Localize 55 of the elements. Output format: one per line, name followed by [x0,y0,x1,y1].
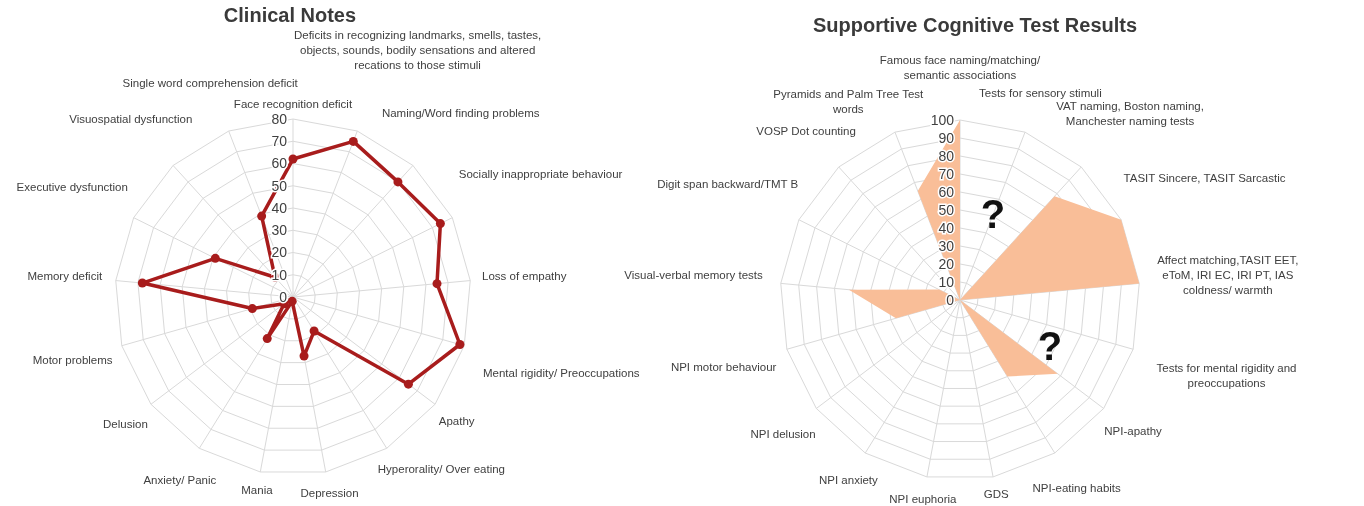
spoke-label: Depression [300,486,359,499]
spoke-label: GDS [983,487,1009,500]
spoke-label: Mania [241,483,274,496]
y-tick-label: 60 [938,183,955,200]
spoke-label: NPI anxiety [818,474,879,487]
text: ? [1037,324,1063,368]
spoke-label: Digit span backward/TMT B [657,178,799,191]
text: ? [980,192,1006,236]
y-tick-label: 90 [938,129,955,146]
spoke-label: TASIT Sincere, TASIT Sarcastic [1123,172,1286,185]
spoke-label: NPI-apathy [1104,424,1163,437]
y-tick-label: 40 [938,219,955,236]
spoke-label: Famous face naming/matching/ semantic associations [879,53,1042,81]
y-tick-label: 20 [271,244,288,261]
y-tick-label: 60 [271,155,288,172]
spoke-label: NPI-eating habits [1032,482,1122,495]
spoke-label: Mental rigidity/ Preoccupations [482,367,640,380]
y-tick-label: 30 [271,222,288,239]
spoke-label: Executive dysfunction [16,181,128,194]
spoke-label: Socially inappropriate behaviour [458,167,623,180]
spoke-label: Tests for sensory stimuli [979,86,1102,99]
y-tick-label: 40 [271,199,288,216]
y-tick-label: 70 [271,133,288,150]
chart-title: Supportive Cognitive Test Results [812,14,1138,36]
y-tick-label: 100 [930,111,955,128]
spoke-label: Memory deficit [27,269,103,282]
y-tick-label: 0 [946,291,955,308]
spoke-label: Visual-verbal memory tests [624,269,764,282]
spoke-label: Delusion [103,417,148,430]
spoke-label: NPI delusion [750,427,816,440]
spoke-label: NPI euphoria [889,492,958,505]
y-tick-label: 50 [938,201,955,218]
y-tick-label: 80 [938,147,955,164]
spoke-label: VOSP Dot counting [756,125,856,138]
spoke-label: Naming/Word finding problems [381,106,540,119]
y-tick-label: 80 [271,110,288,127]
y-tick-label: 70 [938,165,955,182]
spoke-label: NPI motor behaviour [670,361,777,374]
spoke-label: Visuospatial dysfunction [69,113,193,126]
spoke-label: Pyramids and Palm Tree Test words [773,88,925,116]
y-tick-label: 10 [938,273,955,290]
spoke-label: Motor problems [32,353,113,366]
spoke-label: Anxiety/ Panic [143,473,217,486]
spoke-label: Tests for mental rigidity and preoccupations [1156,362,1297,390]
y-tick-label: 20 [938,255,955,272]
y-tick-label: 30 [938,237,955,254]
spoke-label: Face recognition deficit [233,97,353,110]
chart-title: Clinical Notes [223,4,357,26]
spoke-label: Single word comprehension deficit [122,77,299,90]
spoke-label: Loss of empathy [482,269,567,282]
spoke-label: Deficits in recognizing landmarks, smells, tastes, objects, sounds, bodily sensations and altered recations to those stimuli [293,28,542,71]
spoke-label: Affect matching,TASIT EET, eToM, IRI EC, IRI PT, IAS coldness/ warmth [1157,254,1299,297]
spoke-label: Hyperorality/ Over eating [377,462,505,475]
spoke-label: Apathy [438,414,475,427]
spoke-label: VAT naming, Boston naming, Manchester naming tests [1056,99,1204,127]
